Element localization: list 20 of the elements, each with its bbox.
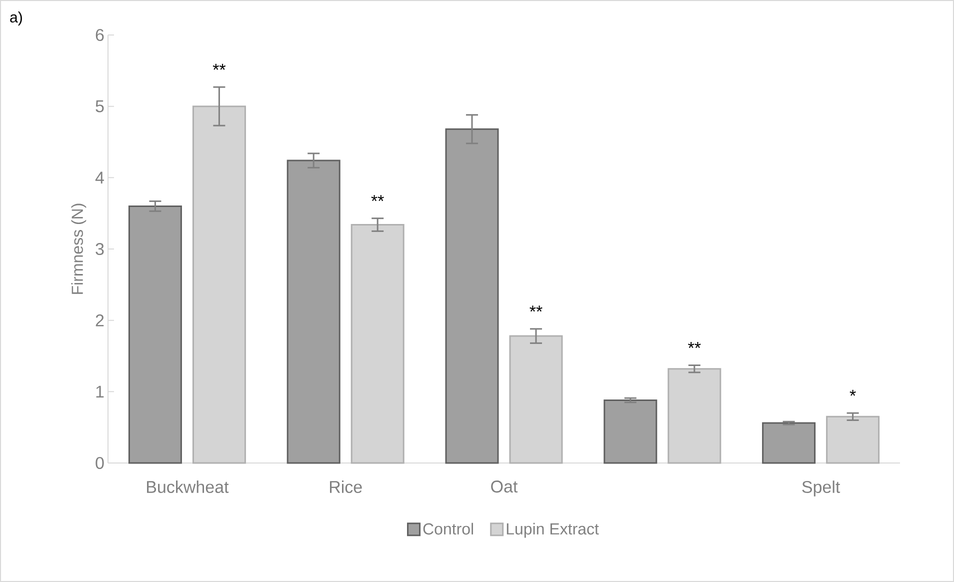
- annotation: **: [212, 64, 226, 70]
- text: a): [10, 12, 22, 26]
- y-tick-label: 6: [96, 28, 104, 42]
- y-tick-label: 4: [95, 172, 104, 184]
- x-tick-label: Buckwheat: [147, 480, 229, 494]
- y-tick-label: 2: [96, 314, 104, 326]
- annotation: **: [688, 342, 701, 348]
- legend-label: Lupin Extract: [506, 522, 599, 538]
- y-tick-label: 1: [96, 386, 104, 398]
- y-tick-label: 5: [96, 100, 104, 112]
- annotation: *: [850, 390, 856, 396]
- y-tick-label: 0: [96, 456, 104, 470]
- annotation: **: [530, 306, 542, 312]
- y-tick-label: 3: [96, 242, 104, 256]
- x-tick-label: Rice: [330, 480, 362, 494]
- x-tick-label: Spelt: [802, 480, 840, 496]
- x-tick-label: Oat: [491, 480, 518, 493]
- y-axis-title: Firmness (N): [71, 204, 86, 294]
- legend-label: Control: [423, 522, 474, 535]
- annotation: **: [371, 195, 384, 202]
